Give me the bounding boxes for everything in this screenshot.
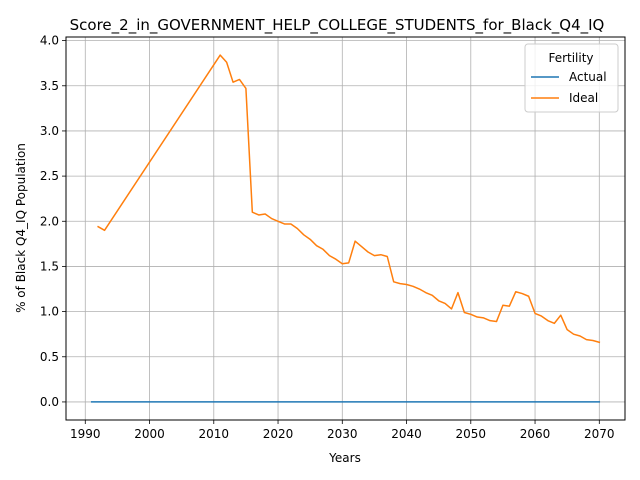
series-lines [90,54,601,403]
x-tick-label: 2020 [263,427,294,441]
legend-box [524,43,619,113]
x-tick-label: 2050 [456,427,487,441]
legend-title: Fertility [548,51,593,65]
x-tick-label: 2040 [391,427,422,441]
x-tick-label: 2060 [520,427,551,441]
y-tick-label: 3.0 [40,124,59,138]
y-tick-label: 0.0 [40,395,59,409]
y-tick-label: 1.0 [40,305,59,319]
legend-label-actual: Actual [569,70,607,84]
legend: Fertility Actual Ideal [524,43,619,113]
x-tick-label: 2070 [584,427,615,441]
legend-label-ideal: Ideal [569,91,598,105]
series-line-ideal [97,54,601,344]
chart-title: Score_2_in_GOVERNMENT_HELP_COLLEGE_STUDE… [70,16,605,35]
y-tick-label: 2.0 [40,214,59,228]
y-axis-label: % of Black Q4_IQ Population [14,143,28,313]
y-tick-label: 2.5 [40,169,59,183]
y-tick-label: 0.5 [40,350,59,364]
x-tick-label: 2010 [199,427,230,441]
x-axis-label: Years [328,451,361,465]
x-tick-label: 1990 [70,427,101,441]
y-tick-label: 3.5 [40,79,59,93]
y-tick-label: 1.5 [40,259,59,273]
y-axis-ticks: 0.0 0.5 1.0 1.5 2.0 2.5 3.0 3.5 4.0 [40,34,66,409]
plot-area-frame [65,36,626,421]
y-tick-label: 4.0 [40,34,59,48]
x-tick-label: 2030 [327,427,358,441]
x-axis-ticks: 1990 2000 2010 2020 2030 2040 2050 2060 2070 [70,420,615,441]
x-tick-label: 2000 [134,427,165,441]
grid-lines [66,37,625,420]
